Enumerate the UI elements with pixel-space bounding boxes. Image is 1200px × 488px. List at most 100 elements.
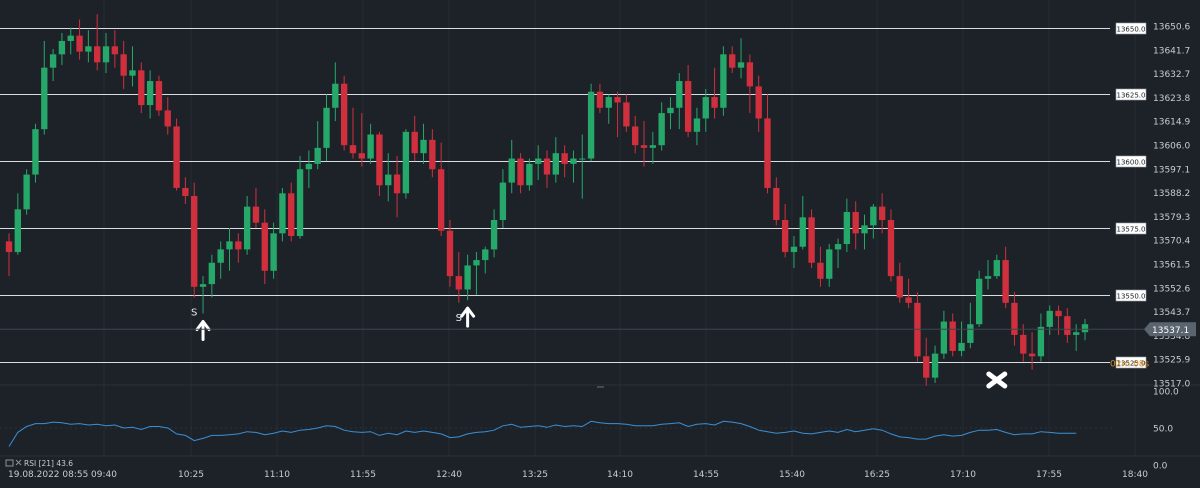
candle-body <box>376 134 383 186</box>
level-label-box[interactable] <box>1115 289 1147 302</box>
price-tick-label: 13588.2 <box>1153 189 1190 199</box>
candle-body <box>773 187 780 220</box>
candle-body <box>905 297 912 303</box>
level-label-box[interactable] <box>1115 222 1147 235</box>
up-arrow-stroke <box>460 306 476 328</box>
candle-body <box>446 230 454 277</box>
candle-body <box>58 40 66 55</box>
last-price-label[interactable]: 13537.1 <box>1152 326 1189 336</box>
candle-body <box>623 102 630 127</box>
level-label[interactable]: 13575.0 <box>1117 226 1146 234</box>
rsi-settings-icon[interactable] <box>5 459 14 467</box>
candle-body <box>984 276 992 279</box>
candle-body <box>340 83 348 146</box>
up-arrow-stroke <box>195 320 211 342</box>
candle-body <box>14 209 21 253</box>
time-tick-label: 19.08.2022 08:55 <box>8 470 88 480</box>
candle-body <box>632 126 639 146</box>
candle-body <box>429 139 436 170</box>
level-label[interactable]: 13525.0 <box>1117 360 1146 368</box>
price-tick-label: 13552.6 <box>1153 284 1190 294</box>
candle-body <box>1073 332 1080 335</box>
rsi-tick-label: 0.0 <box>1153 462 1168 472</box>
time-tick-label: 09:40 <box>91 470 117 480</box>
candles <box>5 14 1089 386</box>
candle-body <box>5 241 13 253</box>
candle-body <box>305 163 313 170</box>
horizontal-levels[interactable]: 13650.0 13625.0 13600.0 13575.0 13550.0 13525… <box>0 22 1147 369</box>
level-label[interactable]: 13625.0 <box>1117 92 1146 100</box>
level-label-box[interactable] <box>1115 356 1147 369</box>
level-label-box[interactable] <box>1115 155 1147 168</box>
candle-body <box>49 54 57 68</box>
candle-body <box>658 113 665 146</box>
candle-body <box>1020 334 1027 354</box>
candle-body <box>1002 260 1009 303</box>
candle-body <box>587 91 595 159</box>
candle-body <box>790 246 798 253</box>
candle-body <box>332 83 339 108</box>
candle-body <box>896 276 903 298</box>
level-label[interactable]: 13550.0 <box>1117 293 1146 301</box>
candle-body <box>817 262 824 279</box>
candle-body <box>826 249 833 279</box>
sell-signal-label: S <box>191 307 197 318</box>
time-tick-label: 14:55 <box>693 470 719 480</box>
candle-body <box>923 356 930 378</box>
candle-body <box>870 206 877 226</box>
time-tick-label: 15:40 <box>779 470 805 480</box>
rsi-line <box>8 420 1077 447</box>
time-axis[interactable]: 19.08.2022 08:55 09:40 10:25 11:10 11:55 12:4… <box>8 470 1148 480</box>
candle-body <box>781 219 789 253</box>
level-label-box[interactable] <box>1115 88 1147 101</box>
level-label-box[interactable] <box>1115 22 1147 35</box>
candle-body <box>85 46 92 52</box>
candle-body <box>967 324 974 343</box>
candle-body <box>861 225 868 234</box>
candle-body <box>490 219 498 250</box>
candle-body <box>411 131 418 154</box>
rsi-remove-icon[interactable] <box>15 459 22 466</box>
candle-body <box>684 81 692 132</box>
candle-body <box>702 97 709 119</box>
price-tick-label: 13650.6 <box>1153 23 1190 33</box>
rsi-legend-label: RSI [21] 43.6 <box>24 459 73 468</box>
price-axis[interactable]: 13650.6 13641.7 13632.7 13623.8 13614.9 13606… <box>0 23 1196 390</box>
bar-countdown-label: 02m 08s <box>1110 359 1150 369</box>
time-tick-label: 10:25 <box>178 470 204 480</box>
candle-body <box>323 107 330 148</box>
candle-body <box>887 219 895 277</box>
close-marker-icon <box>986 371 1008 389</box>
candle-body <box>808 217 815 263</box>
price-tick-label: 13623.8 <box>1153 94 1190 104</box>
time-tick-label: 17:10 <box>950 470 976 480</box>
candle-body <box>931 353 939 378</box>
price-tick-label: 13517.0 <box>1153 380 1190 390</box>
candle-body <box>473 260 480 266</box>
price-tick-label: 13597.1 <box>1153 165 1190 175</box>
level-label[interactable]: 13650.0 <box>1117 26 1146 34</box>
up-arrow-icon <box>195 320 211 342</box>
candle-body <box>146 81 154 106</box>
candle-body <box>296 169 304 237</box>
candle-body <box>367 134 374 159</box>
candle-body <box>543 158 551 175</box>
candle-body <box>402 131 410 194</box>
candle-body <box>261 222 268 271</box>
candle-body <box>23 174 30 210</box>
time-tick-label: 11:55 <box>350 470 376 480</box>
rsi-legend[interactable]: RSI [21] 43.6 <box>5 459 73 468</box>
last-price-tag[interactable] <box>1144 322 1196 337</box>
price-tick-label: 13570.4 <box>1153 237 1190 247</box>
candle-body <box>508 158 515 183</box>
candle-body <box>41 67 48 130</box>
candle-body <box>614 97 621 103</box>
candle-body <box>482 249 489 261</box>
rsi-tick-label: 50.0 <box>1153 425 1173 435</box>
level-label[interactable]: 13600.0 <box>1117 159 1146 167</box>
candle-body <box>1081 324 1089 333</box>
candle-body <box>1055 310 1062 317</box>
candle-body <box>649 145 657 148</box>
